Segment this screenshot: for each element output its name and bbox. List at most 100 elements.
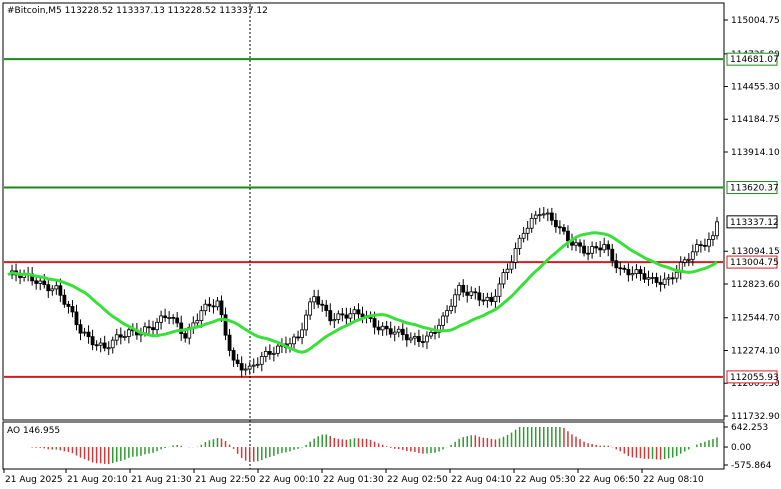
candle-body	[86, 331, 91, 338]
candle-body	[179, 322, 184, 335]
candle-body	[598, 247, 603, 251]
price-pane-frame	[2, 2, 725, 421]
candle-body	[147, 326, 151, 329]
candle-body	[380, 325, 385, 331]
candle-body	[171, 316, 176, 319]
candle-body	[110, 339, 115, 349]
candle-body	[118, 334, 123, 338]
candle-body	[602, 244, 607, 251]
candle-body	[122, 336, 127, 338]
price-tick-label: 114455.30	[731, 83, 780, 93]
candle-body	[239, 363, 244, 371]
level-tag-label: 112055.93	[730, 373, 779, 383]
candle-body	[682, 259, 687, 263]
price-tick-label: 112003.50	[731, 379, 780, 389]
moving-average-line	[7, 231, 718, 354]
candle-body	[183, 333, 188, 339]
candle-body	[703, 244, 707, 247]
price-tick-label: 111732.90	[731, 412, 780, 422]
candle-body	[320, 303, 325, 306]
candle-body	[296, 336, 300, 339]
candle-body	[646, 277, 651, 280]
candle-body	[513, 248, 518, 263]
candle-body	[437, 324, 441, 333]
candle-body	[215, 300, 220, 308]
candle-body	[441, 315, 445, 326]
candle-body	[300, 329, 304, 338]
candle-body	[219, 300, 224, 316]
candle-body	[340, 313, 345, 316]
candle-body	[332, 319, 337, 322]
candle-body	[336, 313, 341, 320]
candle-body	[247, 365, 252, 370]
candle-body	[255, 363, 260, 366]
candle-body	[396, 328, 401, 333]
candle-body	[662, 278, 667, 285]
candle-body	[477, 292, 482, 301]
candle-body	[658, 282, 663, 285]
candle-body	[412, 336, 417, 339]
time-tick-label: 21 Aug 22:50	[195, 475, 256, 485]
level-tag	[726, 52, 778, 66]
candle-body	[231, 350, 236, 361]
candle-body	[74, 311, 79, 326]
time-tick-label: 22 Aug 00:10	[259, 475, 320, 485]
candle-body	[541, 213, 546, 216]
candle-body	[408, 337, 413, 341]
candle-body	[707, 238, 711, 247]
candle-body	[344, 314, 349, 319]
candle-body	[292, 336, 296, 345]
candle-body	[50, 288, 55, 292]
level-tag	[726, 255, 778, 269]
candle-body	[203, 303, 208, 312]
candle-body	[62, 294, 67, 305]
candle-body	[163, 315, 168, 318]
candle-body	[78, 324, 83, 334]
price-tick-label: 112274.10	[731, 346, 780, 356]
candle-body	[356, 309, 361, 315]
candle-body	[328, 310, 333, 322]
candle-body	[642, 273, 647, 280]
candle-body	[235, 359, 240, 364]
candle-body	[376, 326, 381, 331]
moving-average	[7, 231, 718, 354]
price-tick-label: 113914.10	[731, 148, 780, 158]
candle-body	[211, 305, 216, 308]
candle-body	[372, 318, 377, 328]
candle-body	[549, 212, 554, 221]
candle-body	[207, 303, 212, 307]
price-tick-label: 114184.75	[731, 115, 780, 125]
time-tick-label: 22 Aug 01:30	[323, 475, 384, 485]
oscillator-label: AO 146.955	[7, 426, 60, 436]
level-tag-label: 114681.07	[730, 55, 779, 65]
price-tick-label: 112823.60	[731, 280, 780, 290]
candle-body	[98, 342, 103, 346]
candle-body	[529, 217, 534, 229]
candle-body	[698, 244, 703, 247]
candle-body	[90, 336, 95, 346]
candle-body	[392, 331, 397, 335]
level-tag	[726, 181, 778, 195]
candle-body	[243, 368, 248, 371]
candle-body	[715, 221, 719, 237]
candle-body	[469, 291, 474, 296]
level-tag	[726, 370, 778, 384]
candle-body	[251, 364, 256, 367]
candle-body	[276, 345, 280, 354]
candle-body	[694, 244, 699, 253]
candle-body	[58, 285, 63, 296]
time-axis: 21 Aug 2025 21 Aug 20:10 21 Aug 21:30 21 Au…	[3, 469, 704, 485]
candle-body	[308, 301, 313, 316]
candle-body	[66, 303, 71, 307]
time-tick-label: 22 Aug 06:50	[579, 475, 640, 485]
candle-body	[316, 296, 321, 305]
candle-body	[82, 331, 87, 334]
candle-body	[525, 227, 530, 234]
candle-body	[457, 284, 462, 296]
candle-body	[562, 227, 566, 232]
horizontal-levels	[4, 58, 723, 378]
candle-body	[223, 314, 228, 336]
price-tick-label: 112544.70	[731, 314, 780, 324]
current-price-label: 113337.12	[730, 218, 779, 228]
